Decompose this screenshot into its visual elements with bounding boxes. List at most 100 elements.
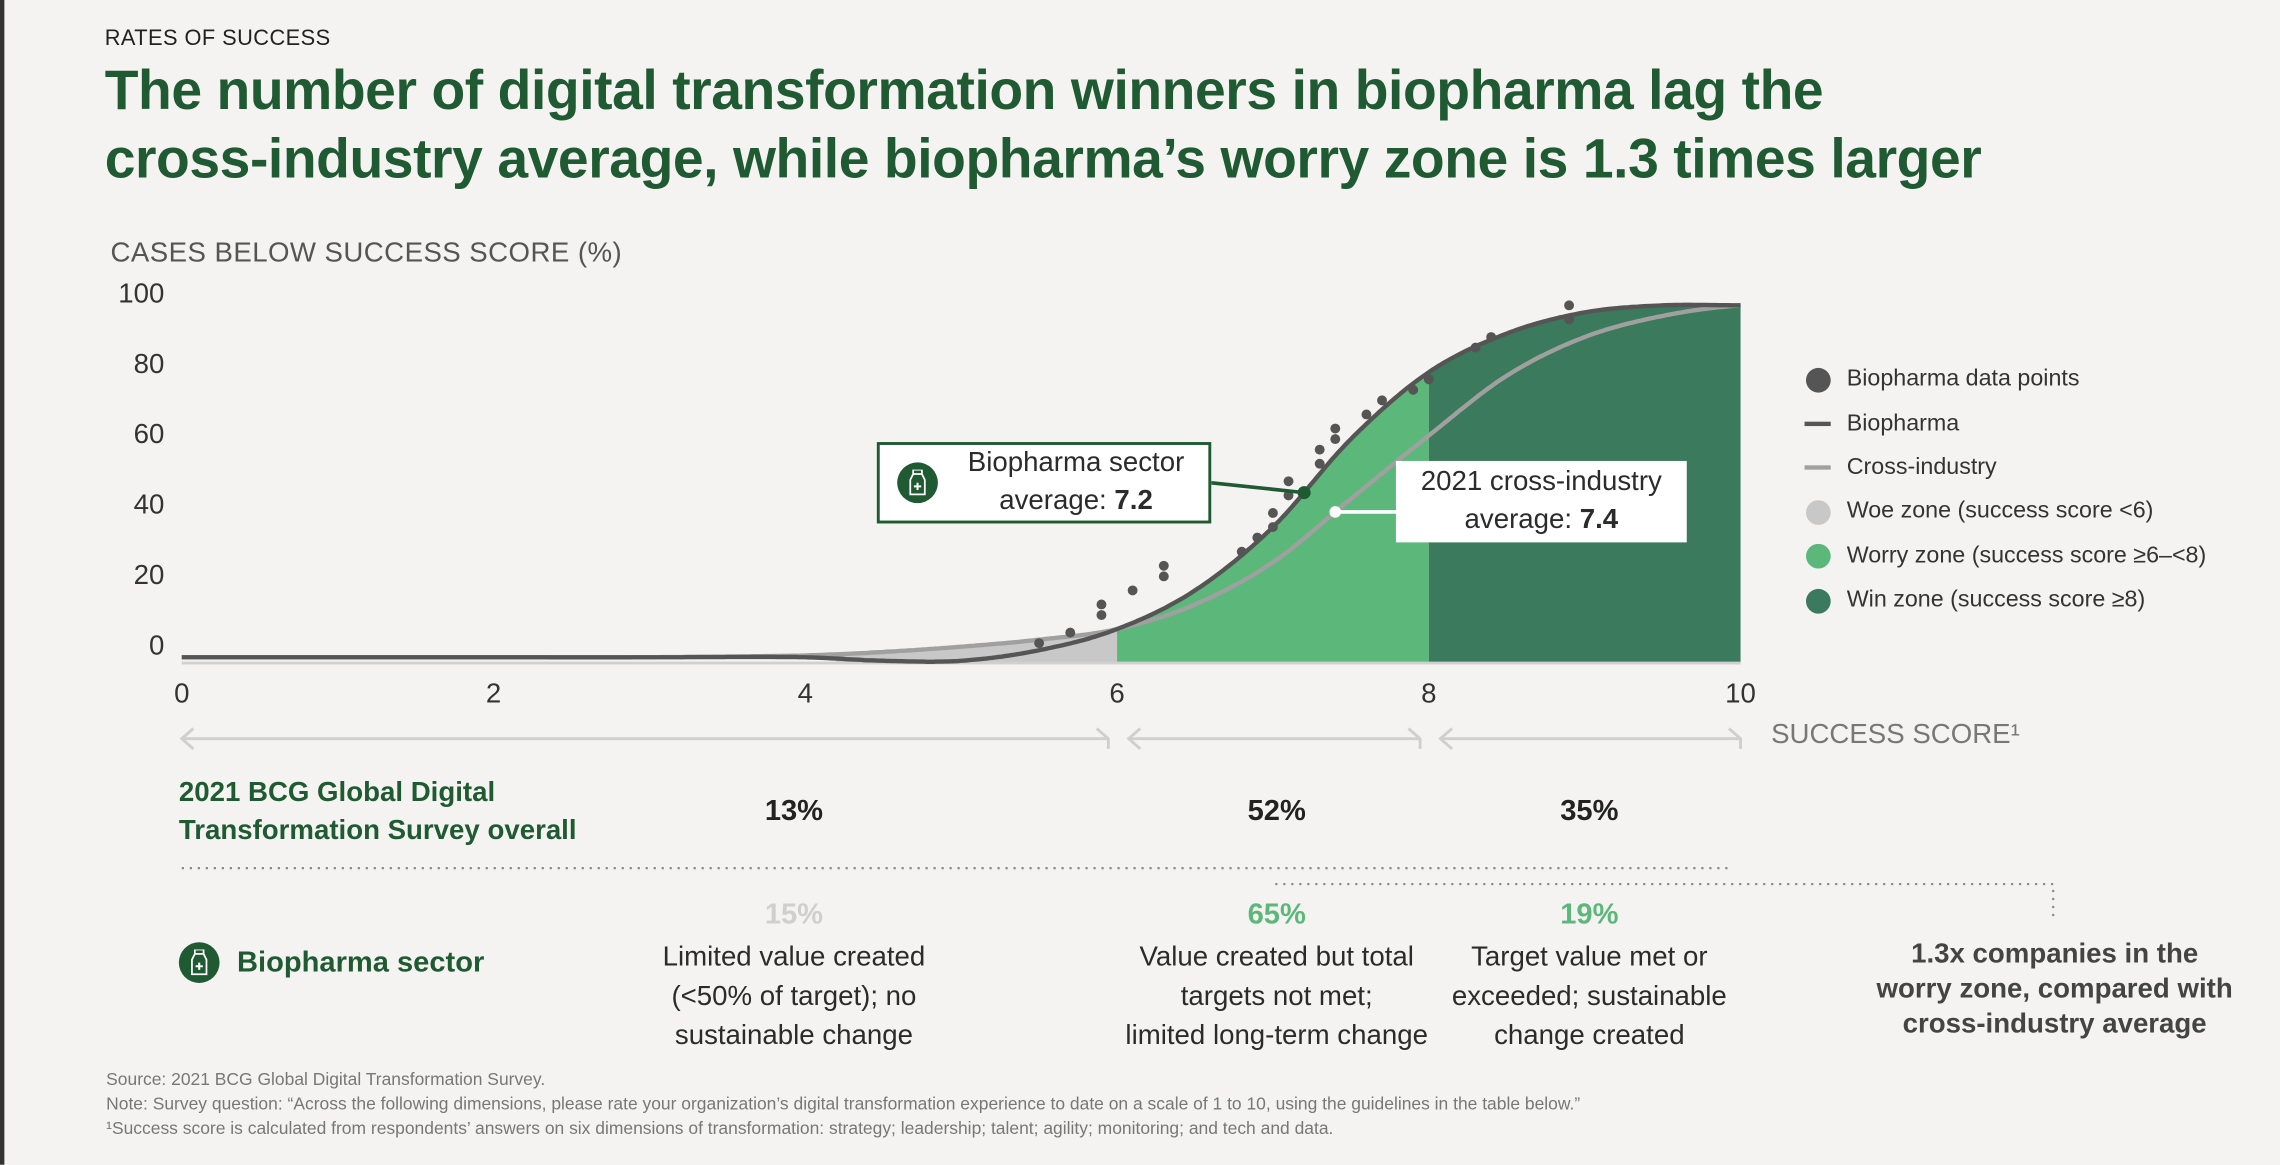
biopharma-data-point [1564,314,1575,325]
footer-note: Note: Survey question: “Across the follo… [106,1093,1581,1114]
biopharma-data-point [1377,395,1387,406]
arrow-left-icon [1438,727,1454,750]
y-tick-label: 0 [149,629,164,660]
biopharma-data-point [1564,300,1575,311]
survey-woe-value: 13% [764,795,824,828]
kicker: RATES OF SUCCESS [104,26,331,51]
biopharma-woe-value: 15% [764,898,824,931]
y-tick-label: 80 [134,348,165,379]
legend-label: Win zone (success score ≥8) [1846,587,2146,613]
desc-line: sustainable change [674,1020,913,1052]
footer-footnote: ¹Success score is calculated from respon… [106,1118,1334,1139]
line-icon [1804,421,1831,427]
survey-label-line1: 2021 BCG Global Digital [178,777,496,809]
title-line-2: cross-industry average, while biopharma’… [104,129,1982,191]
biopharma-worry-value: 65% [1247,898,1306,931]
biopharma-data-point [1314,444,1325,455]
arrow-right-icon [1095,727,1110,749]
biopharma-win-value: 19% [1560,898,1619,931]
biopharma-callout-line2: average: [999,485,1115,517]
dot-icon [1805,500,1830,525]
x-tick-label: 6 [1109,677,1124,708]
survey-label: 2021 BCG Global Digital Transformation S… [179,775,577,851]
desc-line: change created [1494,1020,1685,1052]
legend-item-win: Win zone (success score ≥8) [1803,579,2206,623]
footer-source: Source: 2021 BCG Global Digital Transfor… [106,1068,546,1090]
cross-average-value: 7.4 [1579,504,1619,536]
biopharma-row-label: Biopharma sector [178,942,484,983]
biopharma-data-point [1283,476,1294,487]
biopharma-data-point [1470,342,1481,353]
desc-line: exceeded; sustainable [1451,981,1727,1013]
note-line: 1.3x companies in the [1911,939,2199,970]
legend-item-cross-industry: Cross-industry [1803,446,2206,490]
x-tick-label: 2 [486,677,501,708]
survey-worry-value: 52% [1247,795,1306,828]
biopharma-average-value: 7.2 [1114,485,1153,517]
biopharma-callout-line1: Biopharma sector [967,447,1185,479]
y-tick-label: 100 [118,277,164,308]
biopharma-data-point [1158,571,1169,582]
x-tick-label: 4 [798,677,813,708]
legend-label: Biopharma [1846,410,1960,436]
y-tick-label: 20 [134,559,165,590]
biopharma-average-marker [1297,486,1311,500]
biopharma-data-point [1034,638,1045,649]
desc-line: Value created but total [1139,942,1414,973]
biopharma-line [181,302,1741,664]
x-axis-label: SUCCESS SCORE¹ [1771,719,2020,751]
note-line: cross-industry average [1902,1009,2207,1040]
page-title: The number of digital transformation win… [105,58,2213,195]
cross-callout-line2: average: [1464,504,1580,536]
biopharma-data-point [1158,560,1169,571]
legend-item-biopharma: Biopharma [1803,402,2206,446]
y-axis-label: CASES BELOW SUCCESS SCORE (%) [110,238,623,270]
arrow-left-icon [179,727,195,750]
y-tick-label: 60 [134,418,165,449]
biopharma-average-callout: Biopharma sector average: 7.2 [876,442,1212,524]
y-tick-label: 40 [134,489,165,520]
title-line-1: The number of digital transformation win… [104,61,1824,123]
biopharma-data-point [1330,434,1341,445]
biopharma-data-point [1252,532,1263,543]
biopharma-average-connector [1211,480,1305,495]
biopharma-data-point [1408,384,1419,395]
legend-label: Worry zone (success score ≥6–<8) [1846,543,2207,569]
biopharma-data-point [1127,585,1138,596]
arrow-right-icon [1727,727,1743,749]
biopharma-data-point [1096,599,1107,610]
x-tick-label: 10 [1725,677,1756,708]
x-tick-label: 8 [1421,677,1436,708]
legend-item-worry: Worry zone (success score ≥6–<8) [1803,534,2206,578]
arrow-left-icon [1126,727,1142,750]
window-edge [0,0,5,1165]
biopharma-data-point [1267,508,1278,518]
woe-description: Limited value created (<50% of target); … [619,938,968,1056]
desc-line: Target value met or [1471,942,1708,973]
legend-label: Woe zone (success score <6) [1846,499,2154,524]
line-icon [1804,465,1831,471]
biopharma-data-point [1361,409,1372,420]
biopharma-data-point [1096,610,1107,620]
legend: Biopharma data points Biopharma Cross-in… [1803,358,2206,623]
biopharma-data-point [1065,627,1076,638]
legend-item-woe: Woe zone (success score <6) [1803,490,2206,534]
biopharma-data-point [1423,374,1434,385]
legend-label: Cross-industry [1846,455,1997,480]
biopharma-data-point [1236,546,1247,557]
legend-label: Biopharma data points [1846,366,2080,392]
cross-callout-line1: 2021 cross-industry [1420,466,1662,498]
medicine-bottle-icon [897,462,938,504]
survey-win-value: 35% [1560,795,1619,828]
cross-industry-average-callout: 2021 cross-industry average: 7.4 [1395,460,1687,543]
medicine-bottle-icon [178,942,220,983]
legend-item-data-points: Biopharma data points [1803,358,2206,402]
x-tick-label: 0 [174,677,189,708]
desc-line: (<50% of target); no [671,981,917,1013]
worry-description: Value created but total targets not met;… [1102,938,1451,1056]
cross-average-marker [1329,506,1342,518]
biopharma-data-point [1314,458,1325,469]
worry-zone-note: 1.3x companies in the worry zone, compar… [1837,938,2273,1043]
survey-label-line2: Transformation Survey overall [178,815,577,847]
